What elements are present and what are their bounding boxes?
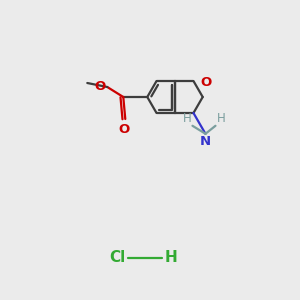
Text: O: O	[119, 123, 130, 136]
Text: H: H	[217, 112, 225, 125]
Text: Cl: Cl	[109, 250, 125, 266]
Text: H: H	[165, 250, 178, 266]
Text: H: H	[183, 112, 191, 125]
Text: O: O	[94, 80, 105, 92]
Text: N: N	[200, 135, 211, 148]
Text: O: O	[200, 76, 212, 88]
